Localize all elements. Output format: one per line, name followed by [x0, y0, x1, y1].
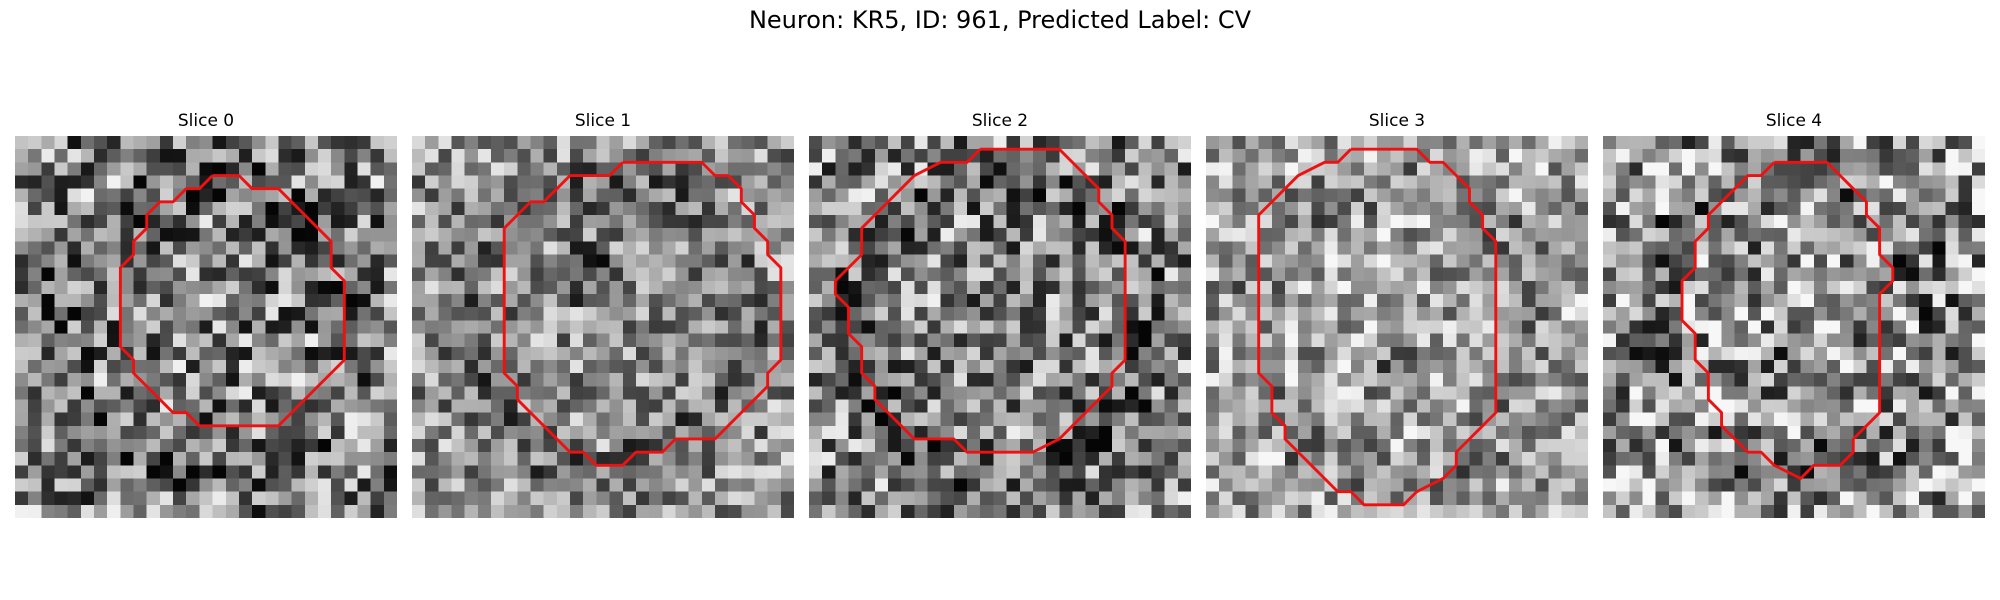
slice-image-0: [15, 136, 397, 518]
slice-pixels-2: [809, 136, 1191, 518]
contour-3: [1257, 147, 1498, 507]
slice-panel-1: Slice 1: [412, 110, 794, 518]
slice-image-2: [809, 136, 1191, 518]
slice-panel-2: Slice 2: [809, 110, 1191, 518]
contour-2: [833, 147, 1127, 454]
slice-title-4: Slice 4: [1765, 111, 1823, 131]
figure-title: Neuron: KR5, ID: 961, Predicted Label: C…: [748, 6, 1252, 34]
slice-title-3: Slice 3: [1368, 111, 1426, 131]
slice-pixels-4: [1603, 136, 1985, 518]
slice-title-2: Slice 2: [971, 111, 1029, 131]
slice-title-0: Slice 0: [177, 111, 235, 131]
slice-pixels-3: [1206, 136, 1588, 518]
contour-1: [502, 160, 783, 467]
slice-image-1: [412, 136, 794, 518]
slice-panel-4: Slice 4: [1603, 110, 1985, 518]
slice-panel-0: Slice 0: [15, 110, 397, 518]
slice-pixels-1: [412, 136, 794, 518]
contour-0: [118, 174, 346, 428]
contour-4: [1680, 160, 1895, 480]
slice-panel-3: Slice 3: [1206, 110, 1588, 518]
slice-image-4: [1603, 136, 1985, 518]
slice-title-1: Slice 1: [574, 111, 632, 131]
slice-image-3: [1206, 136, 1588, 518]
slice-pixels-0: [15, 136, 397, 518]
